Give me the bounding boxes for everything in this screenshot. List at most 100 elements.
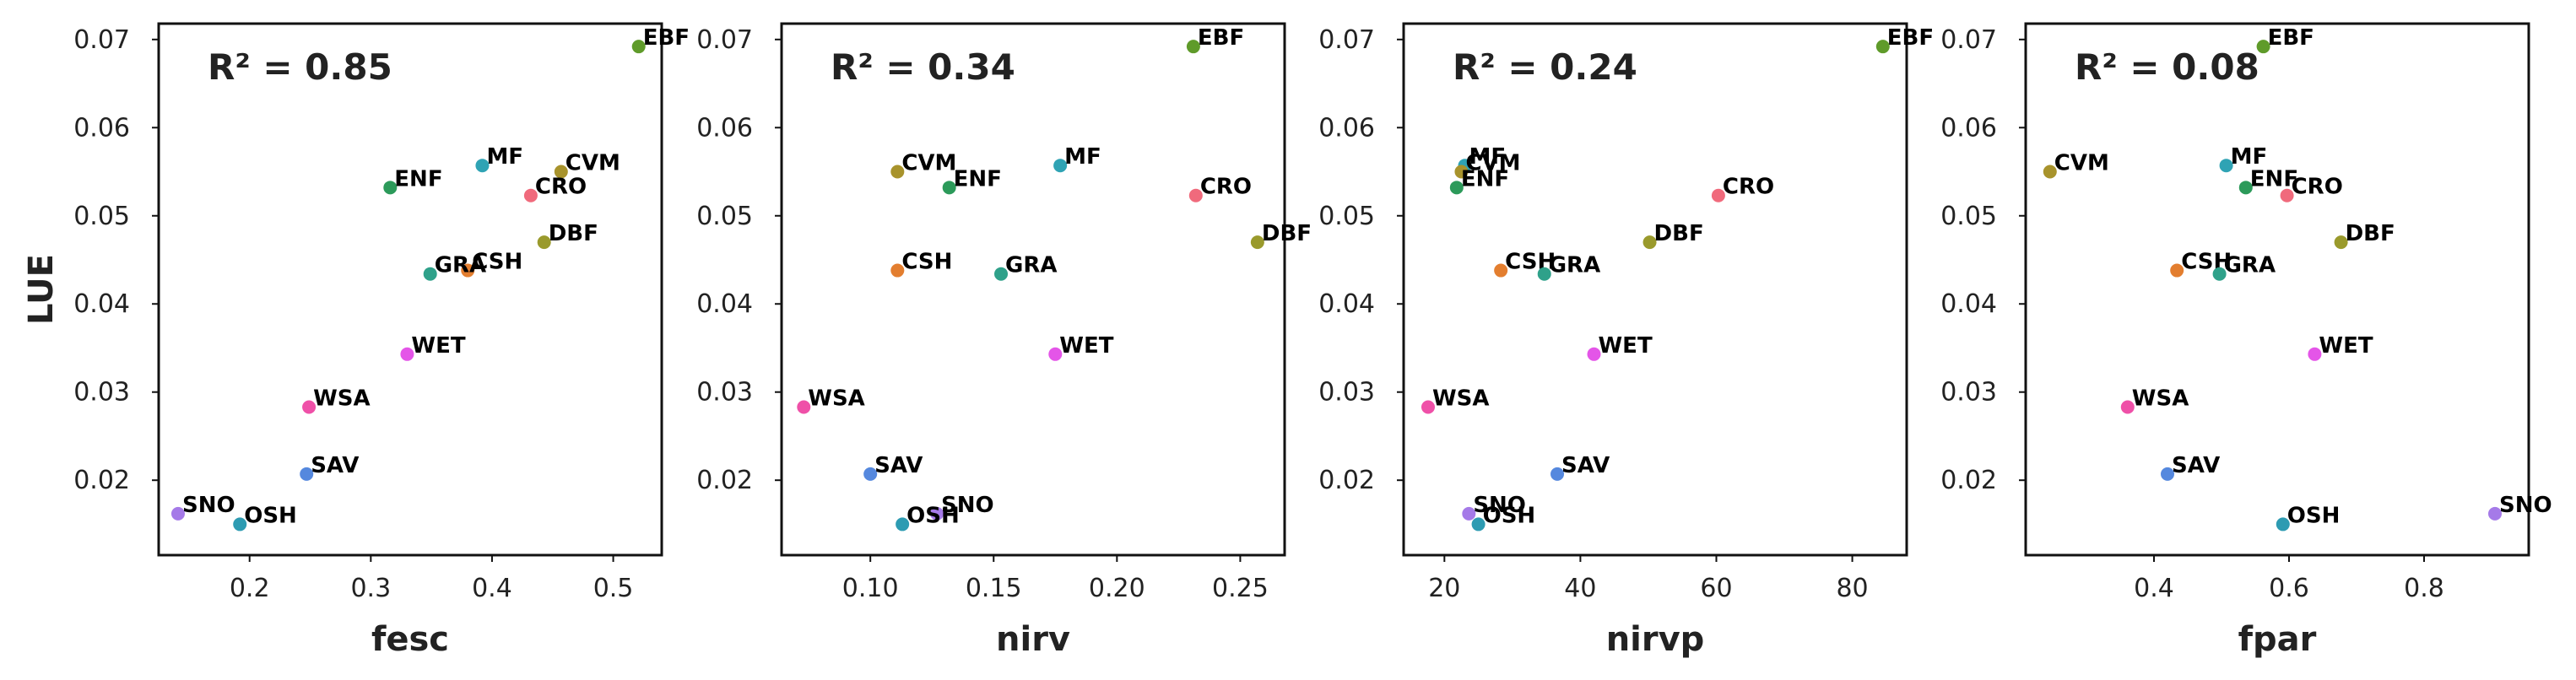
y-tick-label: 0.02 — [1318, 466, 1375, 495]
point-label-osh: OSH — [244, 503, 297, 528]
point-label-enf: ENF — [2250, 166, 2298, 192]
data-point-cro — [2280, 188, 2294, 202]
data-point-enf — [2238, 181, 2253, 195]
point-label-sno: SNO — [2499, 493, 2552, 518]
point-label-ebf: EBF — [1198, 25, 1244, 51]
point-label-gra: GRA — [1005, 253, 1057, 278]
point-label-mf: MF — [486, 144, 523, 170]
point-label-wsa: WSA — [2132, 386, 2189, 411]
plot-frame — [780, 22, 1286, 557]
data-point-csh — [1494, 263, 1508, 278]
point-label-mf: MF — [2231, 144, 2268, 170]
data-point-mf — [1053, 159, 1068, 173]
point-label-gra: GRA — [2224, 253, 2276, 278]
data-point-sav — [863, 467, 878, 481]
scatter-panel-fesc: 0.02 0.03 0.04 0.05 0.06 0.07 0.2 0.3 0.4 0.5 fesc… — [22, 22, 690, 659]
point-label-sno: SNO — [182, 493, 235, 518]
data-point-sav — [300, 467, 314, 481]
point-label-dbf: DBF — [1654, 221, 1704, 246]
x-tick-label: 40 — [1564, 574, 1596, 603]
point-label-csh: CSH — [901, 250, 952, 275]
point-label-ebf: EBF — [643, 25, 690, 51]
data-point-osh — [233, 517, 247, 532]
point-label-osh: OSH — [906, 503, 960, 528]
point-label-cvm: CVM — [901, 151, 956, 176]
point-label-ebf: EBF — [1887, 25, 1934, 51]
x-tick-label: 60 — [1700, 574, 1732, 603]
point-label-cvm: CVM — [2054, 151, 2109, 176]
data-point-sav — [1550, 467, 1565, 481]
point-label-sno: SNO — [1473, 493, 1526, 518]
plot-frame — [2024, 22, 2530, 557]
y-tick-label: 0.02 — [73, 466, 130, 495]
y-tick-label: 0.03 — [1940, 378, 1997, 407]
point-label-wet: WET — [1059, 333, 1113, 359]
point-label-osh: OSH — [1483, 503, 1536, 528]
scatter-panel-nirv: 0.02 0.03 0.04 0.05 0.06 0.07 0.10 0.15 0.20 0.25… — [696, 22, 1312, 659]
data-point-sav — [2161, 467, 2174, 481]
y-tick-label: 0.02 — [696, 466, 753, 495]
y-tick-label: 0.03 — [73, 378, 130, 407]
data-point-cvm — [890, 165, 905, 179]
data-point-ebf — [1186, 40, 1200, 54]
x-tick-label: 0.6 — [2269, 574, 2309, 603]
point-label-cro: CRO — [535, 175, 587, 200]
data-point-gra — [1537, 267, 1551, 281]
r-squared-annotation: R² = 0.08 — [2075, 46, 2259, 88]
scatter-panel-nirvp: 0.02 0.03 0.04 0.05 0.06 0.07 20 40 60 80 nirvp R² … — [1318, 22, 1934, 659]
x-tick-label: 80 — [1836, 574, 1868, 603]
y-tick-label: 0.04 — [73, 289, 130, 319]
point-label-csh: CSH — [472, 250, 522, 275]
x-tick-label: 0.25 — [1212, 574, 1269, 603]
x-tick-label: 0.3 — [350, 574, 391, 603]
data-point-ebf — [1875, 40, 1890, 54]
data-point-wsa — [797, 400, 811, 414]
data-point-cro — [1711, 188, 1725, 202]
point-label-dbf: DBF — [1262, 221, 1312, 246]
x-tick-label: 0.8 — [2404, 574, 2444, 603]
data-point-enf — [383, 181, 398, 195]
data-point-ebf — [631, 40, 646, 54]
data-point-mf — [475, 159, 490, 173]
point-label-gra: GRA — [435, 253, 486, 278]
data-point-wsa — [302, 400, 317, 414]
point-label-gra: GRA — [1549, 253, 1600, 278]
point-label-wet: WET — [1599, 333, 1653, 359]
data-point-wet — [1048, 347, 1063, 361]
y-tick-label: 0.05 — [1318, 202, 1375, 231]
point-label-cro: CRO — [2292, 175, 2343, 200]
point-label-cvm: CVM — [1465, 151, 1520, 176]
data-point-gra — [2212, 267, 2227, 281]
data-point-sno — [2488, 506, 2502, 521]
y-tick-label: 0.06 — [73, 113, 130, 143]
x-tick-label: 0.2 — [230, 574, 270, 603]
point-label-wsa: WSA — [808, 386, 865, 411]
data-point-ebf — [2256, 40, 2270, 54]
y-tick-label: 0.05 — [696, 202, 753, 231]
data-point-csh — [461, 263, 475, 278]
data-point-dbf — [2334, 235, 2348, 250]
point-label-wsa: WSA — [1432, 386, 1490, 411]
point-label-cvm: CVM — [566, 151, 620, 176]
data-point-cvm — [2043, 165, 2057, 179]
point-label-wet: WET — [411, 333, 465, 359]
data-point-cro — [1188, 188, 1203, 202]
x-axis-label: fpar — [2238, 620, 2317, 659]
point-label-sav: SAV — [311, 453, 359, 478]
y-tick-label: 0.04 — [1318, 289, 1375, 319]
y-tick-label: 0.04 — [1940, 289, 1997, 319]
plot-frame — [1402, 22, 1908, 557]
data-point-wsa — [1421, 400, 1435, 414]
data-point-cvm — [554, 165, 568, 179]
point-label-sav: SAV — [2172, 453, 2220, 478]
y-tick-label: 0.07 — [1318, 25, 1375, 55]
r-squared-annotation: R² = 0.24 — [1453, 46, 1637, 88]
data-point-gra — [423, 267, 437, 281]
point-label-cro: CRO — [1723, 175, 1774, 200]
point-label-cro: CRO — [1200, 175, 1252, 200]
data-point-mf — [2219, 159, 2233, 173]
data-point-wsa — [2120, 400, 2135, 414]
y-tick-label: 0.03 — [696, 378, 753, 407]
data-point-osh — [1471, 517, 1486, 532]
